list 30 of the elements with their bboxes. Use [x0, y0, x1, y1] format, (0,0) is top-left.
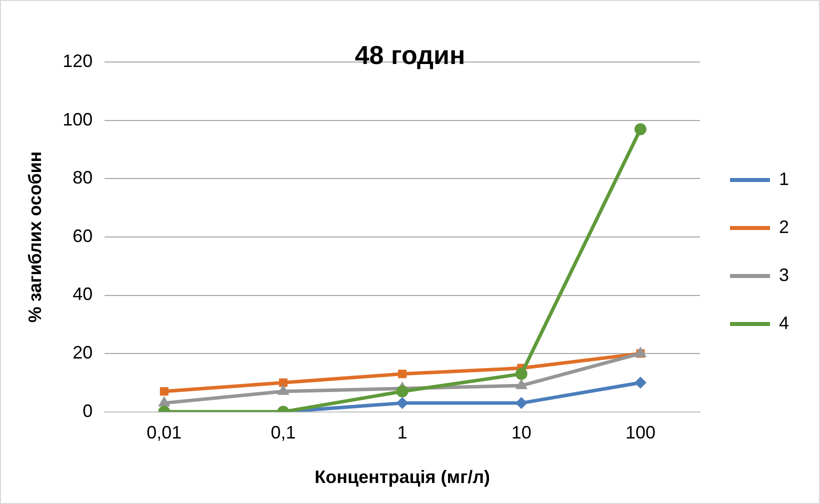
x-tick-label: 100 [625, 422, 656, 443]
y-tick-label: 80 [72, 168, 93, 188]
x-tick-label: 0,01 [146, 422, 182, 443]
point [160, 387, 168, 396]
point [398, 370, 407, 378]
point [158, 396, 170, 407]
point [634, 123, 646, 136]
legend-label: 3 [778, 264, 790, 285]
x-tick-label: 0,1 [270, 422, 296, 443]
y-tick-label: 100 [62, 109, 93, 130]
y-tick-label: 20 [72, 342, 93, 362]
x-tick-label: 10 [511, 422, 532, 443]
x-axis-title: Концентрація (мг/л) [314, 467, 490, 488]
chart-title: 48 годин [354, 40, 466, 70]
point [396, 397, 408, 410]
point [634, 346, 647, 358]
point [278, 378, 288, 387]
x-tick-label: 1 [397, 422, 408, 443]
point [515, 378, 528, 390]
y-axis-title: % загиблих особин [24, 151, 45, 323]
point [634, 376, 646, 389]
point [396, 385, 408, 398]
y-tick-label: 60 [72, 226, 93, 246]
legend-label: 2 [778, 216, 790, 237]
y-tick-label: 40 [72, 284, 93, 304]
y-tick-label: 0 [82, 400, 93, 421]
y-tick-label: 120 [62, 51, 93, 72]
legend-label: 4 [778, 312, 790, 333]
legend-label: 1 [778, 168, 790, 189]
point [515, 368, 528, 380]
